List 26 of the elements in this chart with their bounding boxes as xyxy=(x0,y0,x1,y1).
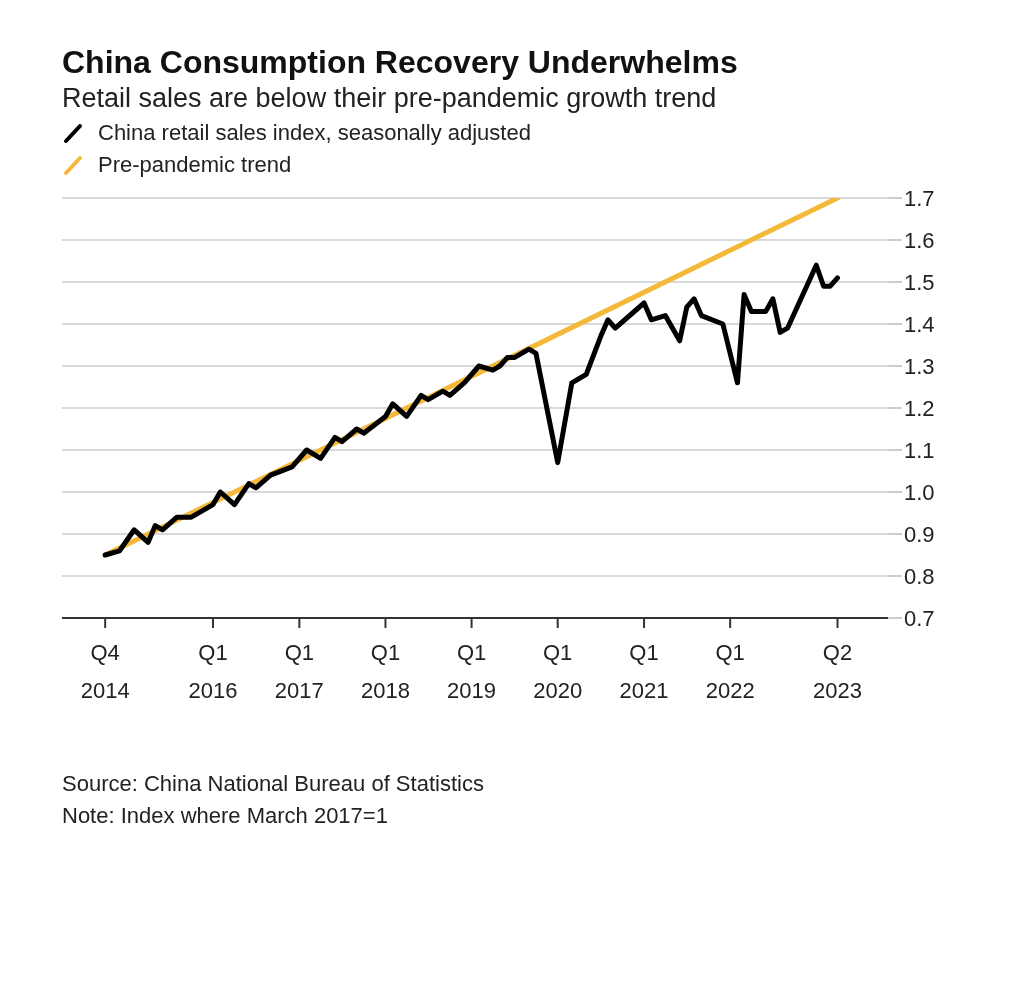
x-tick-label: Q1 2022 xyxy=(705,640,755,703)
x-tick-label: Q1 2016 xyxy=(188,640,238,703)
source-note: Source: China National Bureau of Statistics xyxy=(62,770,485,798)
x-tick-label: Q4 2014 xyxy=(80,640,130,703)
text: Note: Index where March 2017=1 xyxy=(62,801,389,830)
y-tick-label: 1.6 xyxy=(904,227,935,253)
y-tick-label: 0.9 xyxy=(904,521,935,547)
legend-label: China retail sales index, seasonally adjusted xyxy=(98,120,531,146)
chart-subtitle: Retail sales are below their pre-pandemic growth trend xyxy=(62,83,718,114)
y-tick-label: 1.3 xyxy=(904,353,935,379)
x-tick-label: Q1 2017 xyxy=(274,640,324,703)
y-tick-label: 1.7 xyxy=(904,185,935,211)
x-tick-label: Q1 2018 xyxy=(360,640,410,703)
x-tick-label: Q1 2019 xyxy=(447,640,497,703)
x-tick-label: Q2 2023 xyxy=(813,640,862,703)
x-tick-label: Q1 2021 xyxy=(619,640,669,703)
y-tick-label: 1.5 xyxy=(904,269,935,295)
y-tick-label: 0.7 xyxy=(904,605,935,631)
x-tick-label: Q1 2020 xyxy=(533,640,583,703)
y-tick-label: 1.4 xyxy=(904,311,935,337)
y-tick-label: 0.8 xyxy=(904,563,935,589)
y-tick-label: 1.2 xyxy=(904,395,935,421)
y-tick-label: 1.0 xyxy=(904,479,935,505)
legend-label: Pre-pandemic trend xyxy=(98,152,292,178)
chart-title: China Consumption Recovery Underwhelms xyxy=(62,44,739,81)
y-tick-label: 1.1 xyxy=(904,437,935,463)
